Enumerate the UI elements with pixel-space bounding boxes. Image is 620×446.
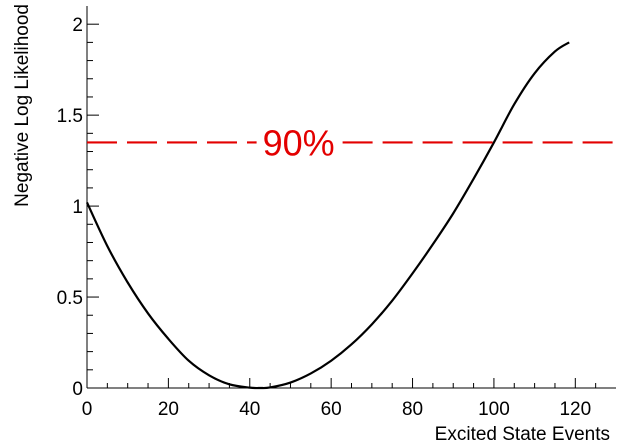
threshold-label: 90% xyxy=(263,122,335,163)
x-tick-label: 60 xyxy=(321,399,342,420)
x-tick-label: 120 xyxy=(559,399,591,420)
ticks: 0 20 40 60 80 100 120 0 0.5 1 1.5 2 xyxy=(57,15,597,420)
marks: 90% xyxy=(86,41,616,390)
x-tick-label: 0 xyxy=(82,399,93,420)
x-axis-title: Excited State Events xyxy=(435,424,610,445)
nll-curve xyxy=(86,41,570,390)
y-tick-label: 1 xyxy=(72,197,83,218)
y-tick-label: 0 xyxy=(72,379,83,400)
y-tick-label: 1.5 xyxy=(57,106,83,127)
axes xyxy=(86,6,616,389)
y-tick-label: 2 xyxy=(72,15,83,36)
y-axis-title: Negative Log Likelihood xyxy=(12,4,33,207)
y-tick-label: 0.5 xyxy=(57,288,83,309)
x-tick-label: 100 xyxy=(478,399,510,420)
x-tick-label: 20 xyxy=(158,399,179,420)
x-tick-label: 80 xyxy=(402,399,423,420)
x-tick-label: 40 xyxy=(239,399,260,420)
